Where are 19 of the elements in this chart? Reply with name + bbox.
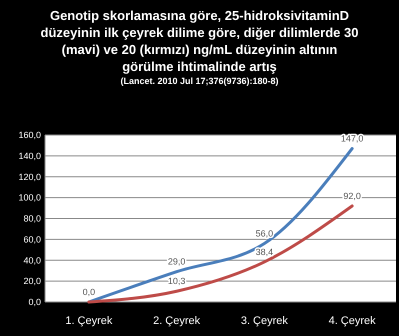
y-tick-label: 140,0 bbox=[18, 150, 41, 161]
y-tick-label: 40,0 bbox=[23, 255, 41, 266]
chart-subtitle: (Lancet. 2010 Jul 17;376(9736):180-8) bbox=[120, 76, 279, 86]
data-label: 38,4 bbox=[256, 246, 274, 257]
data-label: 147,0 bbox=[340, 134, 364, 144]
data-label: 56,0 bbox=[256, 228, 274, 239]
y-tick-label: 160,0 bbox=[18, 130, 41, 140]
y-tick-label: 80,0 bbox=[23, 214, 41, 224]
y-tick-label: 120,0 bbox=[18, 172, 41, 182]
x-tick-label: 1. Çeyrek bbox=[65, 315, 113, 327]
chart-title: Genotip skorlamasına göre, 25-hidroksivitaminD düzeyinin ilk çeyrek dilime göre, diğer dilimlerde 30 (mavi) ve 20 (kırmızı) ng/mL düzeyinin altının görülme ihtimalinde artış bbox=[40, 8, 358, 74]
y-tick-label: 0,0 bbox=[28, 297, 41, 307]
y-tick-label: 60,0 bbox=[23, 234, 41, 244]
x-tick-label: 3. Çeyrek bbox=[240, 315, 288, 327]
x-tick-label: 2. Çeyrek bbox=[153, 315, 201, 327]
y-tick-label: 20,0 bbox=[23, 276, 41, 286]
data-label: 0,0 bbox=[82, 287, 96, 297]
y-tick-label: 100,0 bbox=[18, 192, 41, 203]
x-tick-label: 4. Çeyrek bbox=[328, 315, 376, 327]
